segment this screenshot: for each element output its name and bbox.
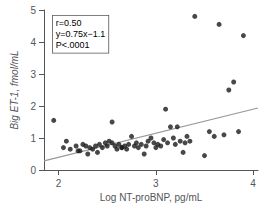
svg-text:y=0.75x−1.1: y=0.75x−1.1 xyxy=(56,29,106,39)
svg-text:2: 2 xyxy=(30,101,36,112)
svg-text:1: 1 xyxy=(30,133,36,144)
svg-text:P<.0001: P<.0001 xyxy=(56,40,90,50)
svg-text:3: 3 xyxy=(30,69,36,80)
svg-text:Big ET-1, fmol/mL: Big ET-1, fmol/mL xyxy=(9,50,20,129)
svg-text:0: 0 xyxy=(30,165,36,176)
svg-text:2: 2 xyxy=(56,178,62,189)
svg-text:4: 4 xyxy=(250,178,256,189)
svg-text:4: 4 xyxy=(30,37,36,48)
svg-text:r=0.50: r=0.50 xyxy=(56,18,82,28)
svg-text:5: 5 xyxy=(30,5,36,16)
svg-text:3: 3 xyxy=(153,178,159,189)
svg-text:Log NT-proBNP, pg/mL: Log NT-proBNP, pg/mL xyxy=(100,192,203,203)
